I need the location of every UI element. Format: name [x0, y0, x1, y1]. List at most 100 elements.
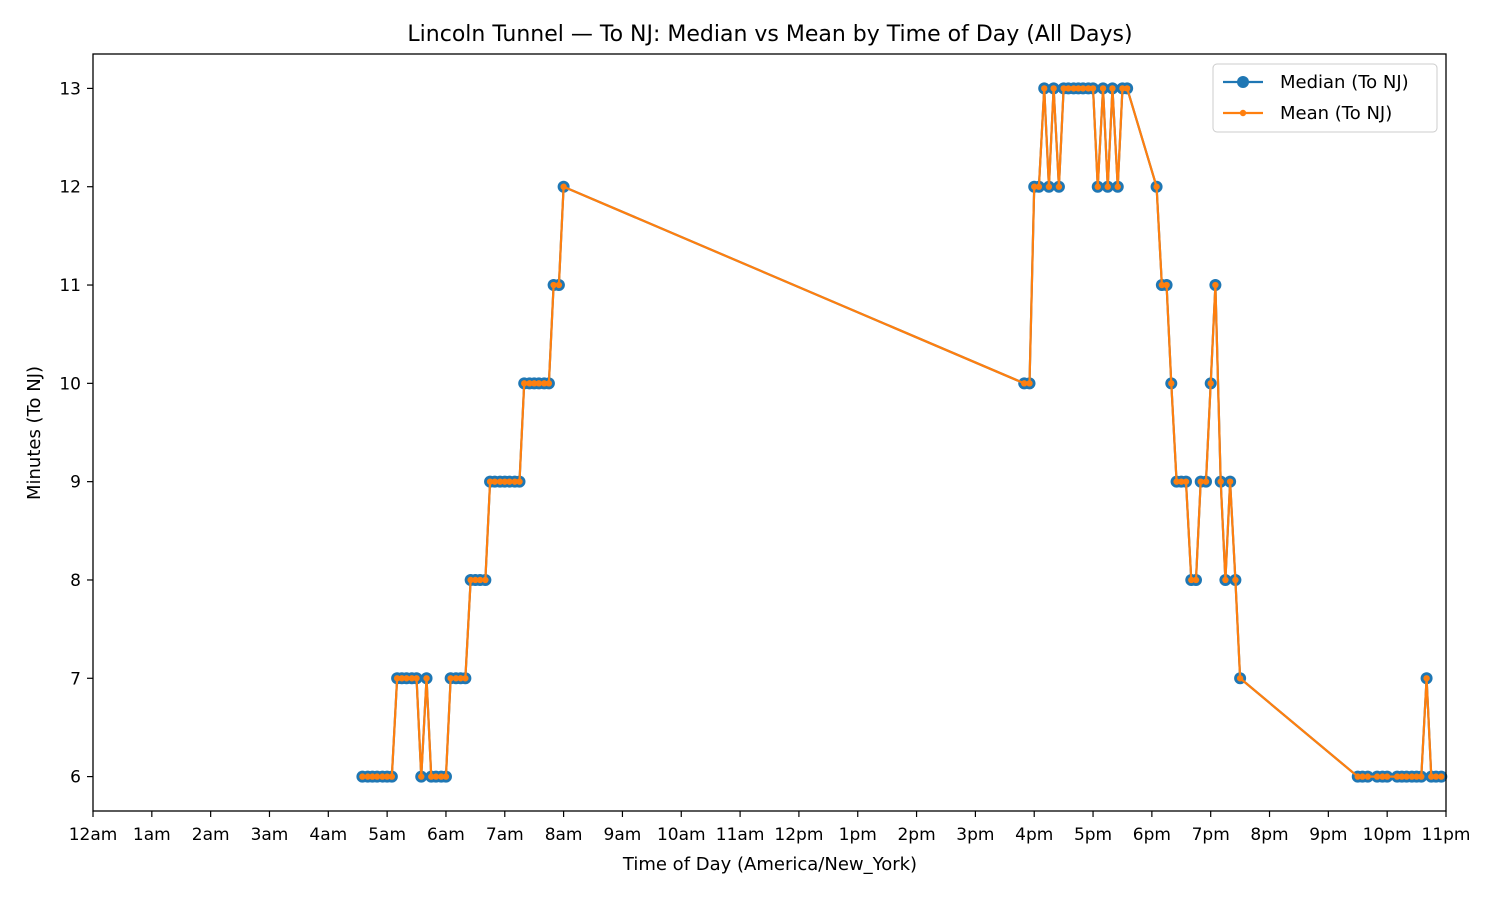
data-point-1 [1192, 576, 1200, 584]
data-point-1 [1197, 478, 1204, 485]
legend-label: Median (To NJ) [1280, 72, 1409, 93]
data-point-1 [526, 380, 533, 387]
data-point-1 [1173, 478, 1180, 485]
series-line-0 [362, 87, 1442, 778]
data-point-1 [1398, 773, 1406, 780]
data-point-1 [1393, 773, 1401, 780]
data-point-1 [506, 478, 513, 485]
y-tick-label: 8 [70, 571, 81, 591]
data-point-1 [462, 675, 469, 682]
data-point-1 [1104, 183, 1111, 190]
data-point-1 [1079, 85, 1087, 92]
legend-marker [1237, 76, 1249, 88]
data-point-1 [1207, 380, 1214, 387]
data-point-1 [457, 675, 464, 682]
data-point-1 [1408, 773, 1416, 780]
x-tick-label: 10am [657, 825, 706, 845]
x-tick-label: 8pm [1250, 825, 1288, 845]
x-tick-label: 3pm [956, 825, 994, 845]
data-point-1 [373, 773, 381, 780]
data-point-1 [1418, 773, 1425, 780]
data-point-1 [535, 380, 543, 387]
data-point-1 [472, 576, 479, 584]
data-point-1 [1222, 576, 1229, 584]
data-point-1 [486, 478, 494, 485]
y-tick-label: 6 [70, 768, 81, 788]
axis-ticks: 12am 1am 2am 3am 4am 5am 6am 7am 8am 9am 10am 11am 1… [59, 53, 1470, 845]
data-point-1 [423, 675, 430, 682]
data-point-1 [379, 773, 386, 780]
data-point-1 [1089, 85, 1097, 92]
data-point-1 [388, 773, 396, 780]
legend: Median (To NJ) Mean (To NJ) [1212, 63, 1438, 133]
data-point-1 [1354, 773, 1361, 780]
x-tick-label: 4am [309, 825, 347, 845]
data-point-1 [438, 773, 445, 780]
data-point-1 [1114, 183, 1121, 190]
data-point-1 [1403, 773, 1410, 780]
x-tick-label: 9am [604, 825, 642, 845]
plot-area [356, 82, 1448, 783]
x-tick-label: 12am [69, 825, 118, 845]
data-point-1 [1373, 773, 1381, 780]
x-tick-label: 2pm [897, 825, 935, 845]
x-tick-label: 6pm [1133, 825, 1171, 845]
data-point-1 [1094, 183, 1101, 190]
data-point-1 [545, 380, 553, 387]
x-axis-label: Time of Day (America/New_York) [622, 854, 917, 875]
data-point-1 [521, 380, 528, 387]
data-point-1 [1153, 183, 1160, 190]
data-point-1 [442, 773, 450, 780]
data-point-1 [413, 675, 420, 682]
data-point-1 [1379, 773, 1386, 780]
data-point-1 [1226, 478, 1234, 485]
y-tick-label: 12 [59, 178, 81, 198]
data-point-1 [447, 675, 454, 682]
x-tick-label: 5pm [1074, 825, 1112, 845]
data-point-1 [1359, 773, 1366, 780]
data-point-1 [496, 478, 504, 485]
x-tick-label: 5am [368, 825, 406, 845]
data-point-1 [393, 675, 401, 682]
x-tick-label: 12pm [774, 825, 823, 845]
data-point-1 [1188, 576, 1195, 584]
data-point-1 [1109, 85, 1116, 92]
x-tick-label: 1am [133, 825, 171, 845]
data-point-1 [432, 773, 440, 780]
legend-box [1212, 63, 1438, 133]
data-point-1 [491, 478, 498, 485]
data-point-1 [1050, 85, 1057, 92]
data-point-1 [467, 576, 474, 584]
data-point-1 [1413, 773, 1420, 780]
x-tick-label: 6am [427, 825, 465, 845]
data-point-1 [1202, 478, 1210, 485]
data-point-1 [1060, 85, 1067, 92]
data-point-1 [1070, 85, 1077, 92]
data-point-1 [1119, 85, 1126, 92]
data-point-1 [1035, 183, 1043, 190]
data-point-1 [1075, 85, 1082, 92]
data-point-1 [1099, 85, 1107, 92]
plot-frame [92, 53, 1447, 812]
data-point-1 [1232, 576, 1239, 584]
data-point-1 [452, 675, 460, 682]
x-tick-label: 1pm [839, 825, 877, 845]
data-point-1 [408, 675, 416, 682]
data-point-1 [1178, 478, 1185, 485]
data-point-1 [1168, 380, 1175, 387]
data-point-1 [1428, 773, 1435, 780]
data-point-1 [560, 183, 567, 190]
data-point-1 [1182, 478, 1190, 485]
y-tick-label: 10 [59, 374, 81, 394]
y-tick-label: 13 [59, 79, 81, 99]
data-point-1 [1423, 675, 1430, 682]
data-point-1 [1065, 85, 1072, 92]
data-point-1 [1123, 85, 1131, 92]
data-point-1 [1212, 281, 1219, 289]
x-tick-label: 3am [251, 825, 289, 845]
data-point-1 [511, 478, 518, 485]
data-point-1 [369, 773, 376, 780]
x-tick-label: 4pm [1015, 825, 1053, 845]
data-point-1 [1432, 773, 1440, 780]
